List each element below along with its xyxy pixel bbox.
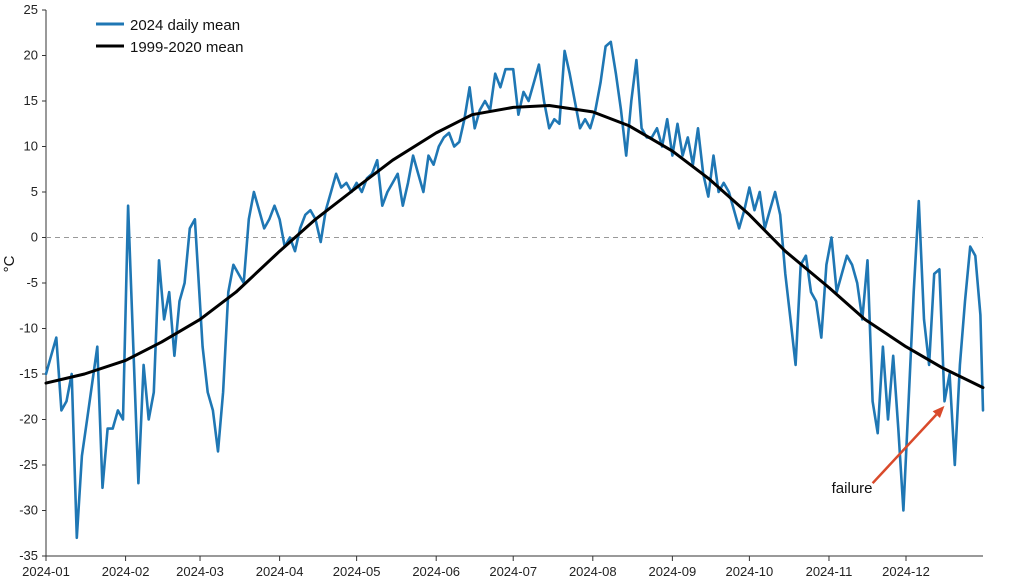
y-axis: 25 20 15 10 5 0 -5 -10 -15 -20 -25 -30 -35 °C bbox=[1, 2, 47, 563]
x-tick-label: 2024-12 bbox=[882, 564, 930, 579]
x-tick-label: 2024-09 bbox=[649, 564, 697, 579]
y-tick-label: -30 bbox=[19, 503, 38, 518]
y-tick-label: 5 bbox=[31, 184, 38, 199]
y-tick-label: 0 bbox=[31, 230, 38, 245]
annotation-arrow bbox=[871, 413, 938, 485]
x-axis: 2024-01 2024-02 2024-03 2024-04 2024-05 2024-… bbox=[22, 555, 983, 579]
y-tick-label: -35 bbox=[19, 548, 38, 563]
x-tick-label: 2024-11 bbox=[806, 564, 853, 579]
x-tick-label: 2024-10 bbox=[726, 564, 774, 579]
y-ticks: 25 20 15 10 5 0 -5 -10 -15 -20 -25 -30 -35 bbox=[19, 2, 46, 563]
y-axis-label: °C bbox=[1, 255, 18, 272]
series-line-2024-daily-mean bbox=[44, 40, 985, 540]
x-tick-label: 2024-03 bbox=[176, 564, 224, 579]
legend: 2024 daily mean 1999-2020 mean bbox=[96, 17, 243, 56]
x-tick-label: 2024-05 bbox=[333, 564, 381, 579]
y-tick-label: 25 bbox=[24, 2, 38, 17]
x-tick-label: 2024-06 bbox=[412, 564, 460, 579]
x-tick-label: 2024-07 bbox=[489, 564, 537, 579]
x-tick-label: 2024-01 bbox=[22, 564, 70, 579]
x-tick-label: 2024-08 bbox=[569, 564, 617, 579]
y-tick-label: -10 bbox=[19, 321, 38, 336]
x-tick-label: 2024-02 bbox=[102, 564, 150, 579]
annotation: failure bbox=[832, 405, 945, 497]
y-tick-label: 15 bbox=[24, 93, 38, 108]
series bbox=[44, 40, 985, 540]
series-line-1999-2020-mean bbox=[44, 104, 985, 390]
y-tick-label: -20 bbox=[19, 412, 38, 427]
y-tick-label: -15 bbox=[19, 366, 38, 381]
y-tick-label: 10 bbox=[24, 139, 38, 154]
legend-label-climatology: 1999-2020 mean bbox=[130, 39, 243, 56]
x-tick-label: 2024-04 bbox=[256, 564, 304, 579]
y-tick-label: 20 bbox=[24, 48, 38, 63]
legend-label-daily: 2024 daily mean bbox=[130, 17, 240, 34]
y-tick-label: -25 bbox=[19, 457, 38, 472]
annotation-arrowhead bbox=[932, 405, 945, 419]
x-ticks: 2024-01 2024-02 2024-03 2024-04 2024-05 2024-… bbox=[22, 556, 930, 579]
y-tick-label: -5 bbox=[26, 275, 38, 290]
annotation-label: failure bbox=[832, 480, 873, 497]
